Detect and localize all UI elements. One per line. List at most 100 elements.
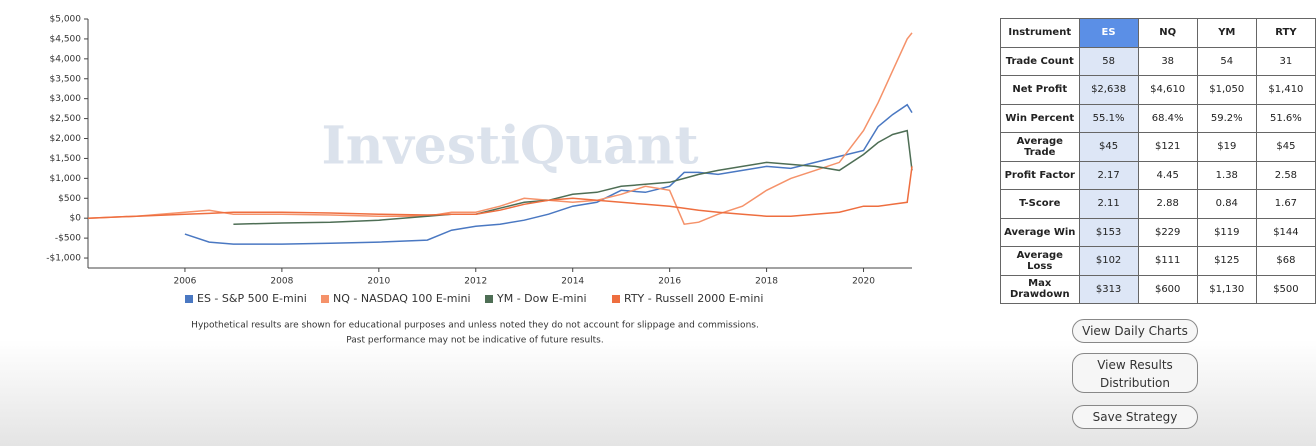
table-cell: Average Loss <box>1000 246 1080 276</box>
button[interactable]: View Daily Charts <box>1072 319 1198 343</box>
legend-label: RTY - Russell 2000 E-mini <box>624 292 763 305</box>
table-cell: 58 <box>1078 46 1139 76</box>
table-cell: Trade Count <box>1000 46 1080 76</box>
table-cell: $144 <box>1255 217 1316 247</box>
table-cell: $4,610 <box>1137 75 1198 105</box>
legend-item: NQ - NASDAQ 100 E-mini <box>321 292 471 305</box>
table-cell: Average Trade <box>1000 132 1080 162</box>
table-cell: $229 <box>1137 217 1198 247</box>
legend-item: RTY - Russell 2000 E-mini <box>612 292 763 305</box>
y-tick-label: -$1,000 <box>46 254 81 264</box>
y-tick-label: $1,500 <box>50 154 82 164</box>
y-tick-label: $3,500 <box>50 74 82 84</box>
table-cell: 38 <box>1137 46 1198 76</box>
table-row: Average Loss $102 $111 $125 $68 <box>1000 246 1316 276</box>
table-cell: 2.11 <box>1078 189 1139 219</box>
series-line <box>87 166 913 219</box>
legend-swatch <box>485 295 493 303</box>
table-cell: Max Drawdown <box>1000 274 1080 304</box>
watermark: InvestiQuant <box>321 116 698 177</box>
table-row: Average Trade $45 $121 $19 $45 <box>1000 132 1316 162</box>
table-cell: $600 <box>1137 274 1198 304</box>
y-tick-label: $500 <box>58 194 81 204</box>
table-row: T-Score 2.11 2.88 0.84 1.67 <box>1000 189 1316 219</box>
legend-swatch <box>185 295 193 303</box>
header-cell: RTY <box>1255 18 1316 48</box>
table-cell: 59.2% <box>1196 103 1257 133</box>
disclaimer: Past performance may not be indicative o… <box>346 336 603 346</box>
x-tick-label: 2014 <box>561 277 584 287</box>
header-cell: Instrument <box>1000 18 1080 48</box>
table-cell: 55.1% <box>1078 103 1139 133</box>
chart: InvestiQuant -$1,000 -$500 $0 $500 $1,000 $1,… <box>46 15 913 346</box>
table-cell: $111 <box>1137 246 1198 276</box>
x-tick-label: 2008 <box>270 277 293 287</box>
y-tick-label: $2,500 <box>50 114 82 124</box>
y-tick-label: $5,000 <box>50 15 82 25</box>
table-cell: $119 <box>1196 217 1257 247</box>
table-row: Trade Count 58 38 54 31 <box>1000 46 1316 76</box>
table-cell: Win Percent <box>1000 103 1080 133</box>
table-cell: 0.84 <box>1196 189 1257 219</box>
table-row: Win Percent 55.1% 68.4% 59.2% 51.6% <box>1000 103 1316 133</box>
header-cell: YM <box>1196 18 1257 48</box>
table-cell: $19 <box>1196 132 1257 162</box>
table-cell: $121 <box>1137 132 1198 162</box>
disclaimer: Hypothetical results are shown for educa… <box>191 321 759 331</box>
legend-swatch <box>612 295 620 303</box>
x-tick-label: 2018 <box>755 277 778 287</box>
x-tick-label: 2016 <box>658 277 681 287</box>
table-cell: 54 <box>1196 46 1257 76</box>
y-tick-label: $4,000 <box>50 54 82 64</box>
legend-label: ES - S&P 500 E-mini <box>197 292 307 305</box>
table-cell: T-Score <box>1000 189 1080 219</box>
header-row: Instrument ES NQ YM RTY <box>1000 18 1316 48</box>
table-cell: $1,410 <box>1255 75 1316 105</box>
series-line <box>184 103 913 245</box>
x-tick-label: 2012 <box>464 277 487 287</box>
table-cell: $153 <box>1078 217 1139 247</box>
legend-swatch <box>321 295 329 303</box>
legend-item: YM - Dow E-mini <box>485 292 587 305</box>
button[interactable]: View Results Distribution <box>1072 353 1198 393</box>
table-row: Average Win $153 $229 $119 $144 <box>1000 217 1316 247</box>
table-cell: $68 <box>1255 246 1316 276</box>
table-row: Profit Factor 2.17 4.45 1.38 2.58 <box>1000 160 1316 190</box>
table-cell: 2.17 <box>1078 160 1139 190</box>
table-cell: $1,130 <box>1196 274 1257 304</box>
table-cell: $2,638 <box>1078 75 1139 105</box>
legend-label: YM - Dow E-mini <box>496 292 587 305</box>
table-cell: 31 <box>1255 46 1316 76</box>
button[interactable]: Save Strategy <box>1072 405 1198 429</box>
table-cell: $125 <box>1196 246 1257 276</box>
y-tick-label: $0 <box>70 214 82 224</box>
table-cell: 2.88 <box>1137 189 1198 219</box>
table-cell: $1,050 <box>1196 75 1257 105</box>
legend-item: ES - S&P 500 E-mini <box>185 292 307 305</box>
table-cell: 51.6% <box>1255 103 1316 133</box>
table-cell: 68.4% <box>1137 103 1198 133</box>
table-row: Net Profit $2,638 $4,610 $1,050 $1,410 <box>1000 75 1316 105</box>
x-tick-label: 2020 <box>852 277 875 287</box>
y-tick-label: $4,500 <box>50 34 82 44</box>
series-line <box>87 32 913 226</box>
table-cell: $102 <box>1078 246 1139 276</box>
table-cell: Net Profit <box>1000 75 1080 105</box>
table-cell: $500 <box>1255 274 1316 304</box>
x-tick-label: 2010 <box>367 277 390 287</box>
header-cell: NQ <box>1137 18 1198 48</box>
y-tick-label: $3,000 <box>50 94 82 104</box>
table-cell: 1.67 <box>1255 189 1316 219</box>
table-cell: 4.45 <box>1137 160 1198 190</box>
table-cell: $45 <box>1255 132 1316 162</box>
y-tick-label: $1,000 <box>50 174 82 184</box>
table-cell: $45 <box>1078 132 1139 162</box>
table-cell: Average Win <box>1000 217 1080 247</box>
x-tick-label: 2006 <box>173 277 196 287</box>
y-tick-label: $2,000 <box>50 134 82 144</box>
stats-table: Instrument ES NQ YM RTY Trade Count 58 38 54 31 Ne… <box>1000 18 1316 304</box>
table-cell: Profit Factor <box>1000 160 1080 190</box>
table-cell: $313 <box>1078 274 1139 304</box>
y-tick-label: -$500 <box>55 234 81 244</box>
